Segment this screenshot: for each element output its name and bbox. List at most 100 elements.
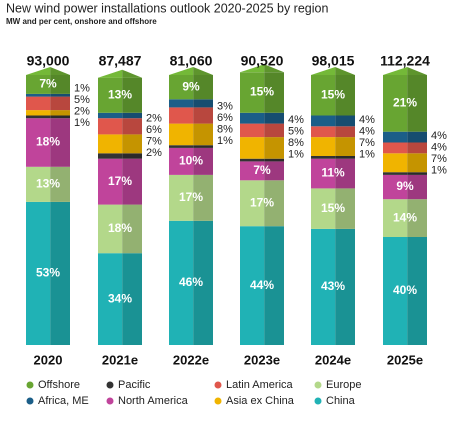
segment-front: [311, 188, 336, 229]
bar-segment: [311, 158, 355, 189]
segment-side: [335, 126, 355, 138]
segment-label-outside: 1%: [74, 83, 90, 95]
segment-front: [240, 161, 265, 181]
bar-segment: [383, 75, 427, 132]
segment-label-outside: 7%: [359, 137, 375, 149]
chart-title: New wind power installations outlook 202…: [6, 1, 328, 15]
total-label: 87,487: [99, 53, 142, 69]
x-tick-label: 2025e: [387, 352, 423, 367]
x-tick-label: 2024e: [315, 352, 351, 367]
segment-front: [98, 112, 123, 119]
segment-label: 18%: [36, 135, 60, 149]
bar-segment: [98, 112, 142, 119]
segment-side: [264, 137, 284, 159]
segment-front: [383, 142, 408, 154]
bar-cap: [169, 67, 194, 75]
segment-front: [311, 156, 336, 159]
segment-front: [98, 253, 123, 345]
legend-swatch: [106, 381, 114, 389]
bar-segment: [98, 204, 142, 254]
segment-front: [169, 147, 194, 175]
segment-front: [383, 153, 408, 173]
segment-label-outside: 6%: [217, 112, 233, 124]
segment-label-outside: 4%: [359, 114, 375, 126]
segment-side: [407, 199, 427, 237]
segment-label: 15%: [321, 87, 345, 101]
segment-side: [407, 174, 427, 200]
legend-label: Pacific: [118, 379, 151, 391]
segment-front: [26, 201, 51, 345]
bar-segment: [383, 153, 427, 173]
chart-subtitle: MW and per cent, onshore and offshore: [6, 17, 157, 26]
bar-segment: [240, 123, 284, 138]
segment-side: [50, 75, 70, 94]
segment-front: [26, 118, 51, 167]
segment-label-outside: 1%: [431, 164, 447, 176]
segment-label: 15%: [321, 201, 345, 215]
segment-label: 46%: [179, 275, 203, 289]
segment-front: [240, 158, 265, 162]
segment-label-outside: 4%: [288, 114, 304, 126]
segment-label: 14%: [393, 210, 417, 224]
bar-cap: [26, 67, 51, 75]
segment-side: [122, 253, 142, 345]
segment-front: [169, 174, 194, 221]
segment-label-outside: 1%: [74, 117, 90, 129]
segment-front: [240, 226, 265, 345]
segment-label-outside: 2%: [74, 106, 90, 118]
bar-segment: [240, 158, 284, 162]
bar-segment: [26, 96, 70, 111]
segment-side: [335, 75, 355, 116]
segment-side: [122, 153, 142, 159]
segment-side: [264, 158, 284, 162]
segment-label-outside: 2%: [146, 112, 162, 124]
bar-segment: [26, 75, 70, 94]
segment-label: 7%: [253, 163, 271, 177]
segment-side: [193, 99, 213, 108]
segment-side: [407, 131, 427, 143]
segment-side: [122, 134, 142, 154]
segment-front: [240, 123, 265, 138]
segment-front: [26, 115, 51, 119]
legend-swatch: [314, 381, 322, 389]
total-label: 112,224: [380, 53, 430, 69]
segment-front: [383, 174, 408, 200]
bar-cap-side: [122, 69, 142, 78]
segment-front: [26, 96, 51, 111]
segment-front: [311, 137, 336, 156]
bar-segment: [240, 180, 284, 227]
bar-segment: [26, 110, 70, 116]
bar-cap-side: [50, 67, 70, 75]
segment-side: [50, 118, 70, 167]
bar-segment: [169, 107, 213, 124]
segment-side: [335, 137, 355, 156]
segment-label: 17%: [179, 190, 203, 204]
segment-label-outside: 4%: [431, 130, 447, 142]
bar-segment: [240, 112, 284, 124]
legend-label: Offshore: [38, 379, 80, 391]
bar-segment: [169, 123, 213, 146]
bar-segment: [240, 137, 284, 159]
segment-side: [193, 145, 213, 148]
bar-segment: [311, 126, 355, 138]
segment-front: [383, 131, 408, 143]
segment-front: [169, 123, 194, 146]
bar-segment: [383, 142, 427, 154]
segment-label: 11%: [321, 166, 345, 180]
segment-side: [335, 156, 355, 159]
segment-side: [407, 153, 427, 173]
segment-side: [193, 107, 213, 124]
segment-side: [335, 115, 355, 127]
bar-segment: [311, 188, 355, 229]
segment-label: 9%: [396, 179, 414, 193]
segment-side: [50, 201, 70, 345]
bar-cap: [240, 64, 265, 73]
bar-segment: [26, 118, 70, 167]
segment-side: [264, 112, 284, 124]
bar-segment: [169, 145, 213, 148]
segment-front: [98, 77, 123, 113]
bar-segment: [383, 199, 427, 237]
legend-label: North America: [118, 395, 189, 407]
segment-side: [193, 123, 213, 146]
segment-side: [122, 112, 142, 119]
